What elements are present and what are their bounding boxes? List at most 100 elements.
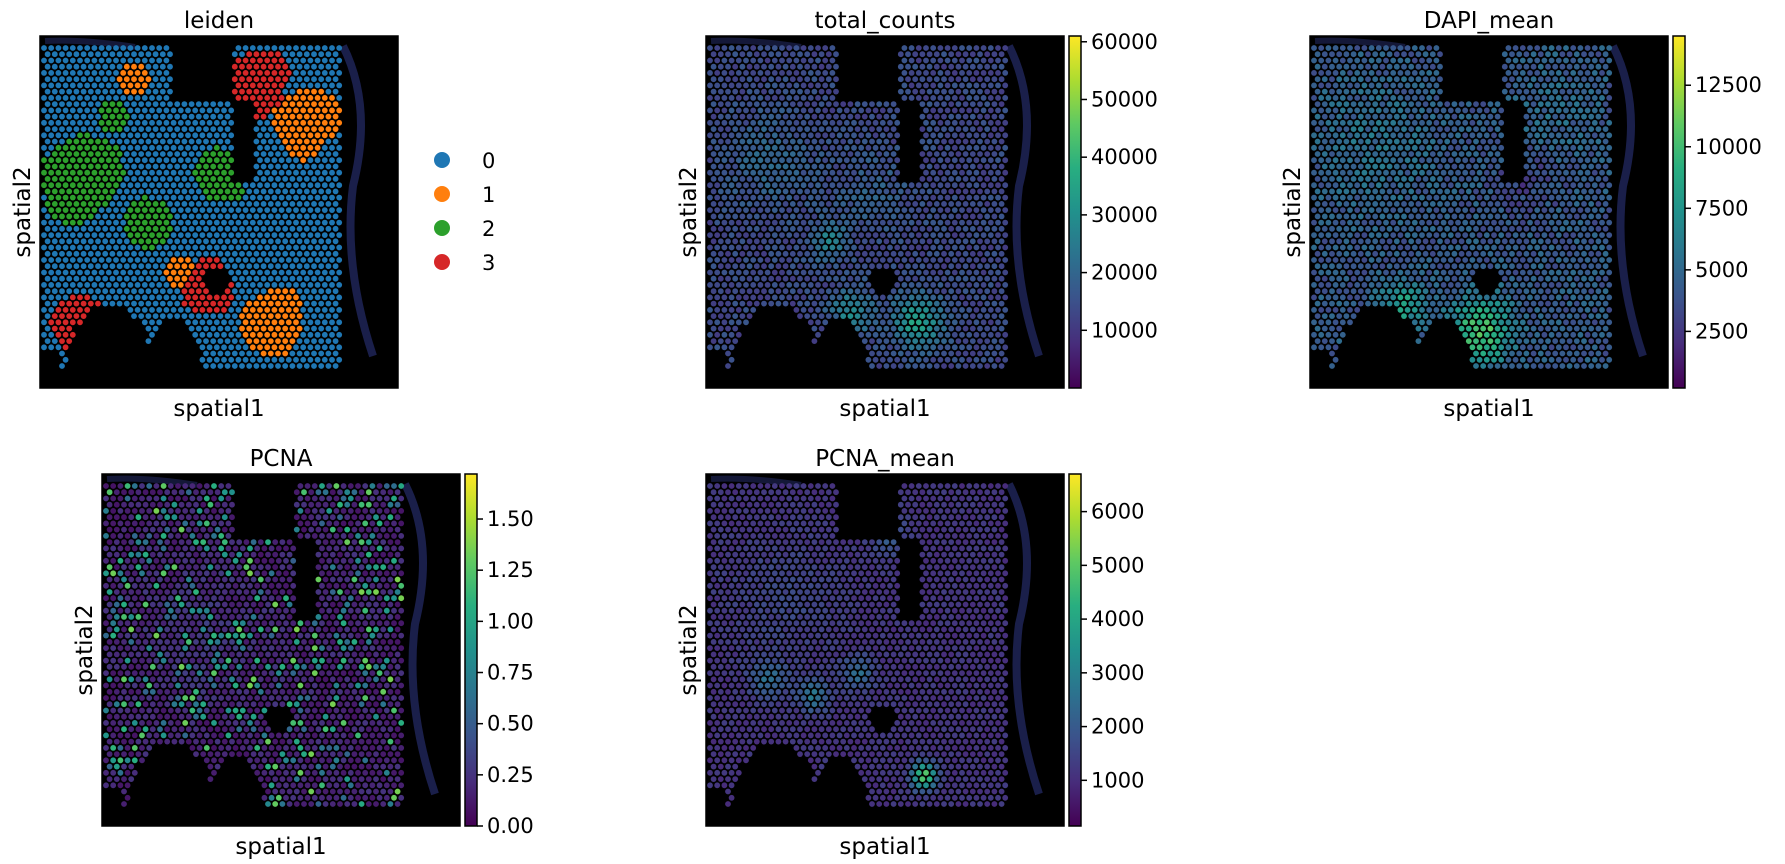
spot — [969, 126, 976, 132]
spot — [303, 250, 310, 257]
spot — [987, 282, 994, 288]
spot — [1379, 176, 1386, 182]
spot — [1559, 213, 1566, 220]
spot — [897, 76, 904, 83]
spot — [743, 95, 749, 101]
spot — [249, 356, 256, 363]
spot — [962, 176, 969, 182]
spot — [285, 182, 292, 189]
spot — [815, 169, 821, 176]
spot — [289, 238, 296, 245]
spot — [1599, 169, 1605, 176]
spot — [962, 325, 969, 332]
spot — [163, 70, 170, 76]
spot — [221, 107, 227, 114]
spot — [1480, 213, 1487, 220]
spot — [905, 76, 911, 83]
spot — [1559, 176, 1566, 182]
spot — [55, 144, 62, 151]
spot — [1357, 188, 1364, 195]
spot — [995, 294, 1001, 301]
spot — [753, 113, 760, 120]
spot — [991, 238, 998, 245]
spot — [1552, 163, 1559, 170]
spot — [890, 263, 897, 270]
panel-title: total_counts — [815, 8, 956, 34]
spot — [213, 319, 220, 326]
spot — [1329, 51, 1335, 58]
spot — [177, 257, 184, 263]
spot — [1375, 194, 1382, 201]
spot — [264, 95, 271, 101]
spot — [721, 194, 728, 201]
spot — [325, 63, 332, 70]
spot — [282, 138, 289, 145]
spot — [984, 113, 991, 120]
spot — [1386, 213, 1393, 220]
spot — [1437, 63, 1443, 70]
spot — [987, 95, 994, 101]
spot — [786, 194, 793, 201]
spot — [825, 76, 832, 83]
spot — [746, 76, 753, 83]
spot — [91, 169, 98, 176]
spot — [260, 138, 267, 145]
spot — [213, 182, 220, 189]
spot — [1483, 194, 1490, 201]
spot — [1314, 113, 1321, 120]
spot — [739, 138, 746, 145]
spot — [973, 95, 980, 101]
spot — [109, 126, 116, 132]
spot — [811, 288, 818, 295]
spot — [987, 70, 994, 76]
spot — [984, 350, 991, 357]
spot — [894, 244, 901, 251]
spot — [48, 232, 55, 239]
spot — [217, 163, 224, 170]
spot — [203, 188, 209, 195]
colorbar-tick-label: 10000 — [1091, 318, 1158, 342]
spot — [750, 70, 757, 76]
spot — [800, 144, 807, 151]
spot — [764, 232, 771, 239]
spot — [793, 132, 800, 139]
spot — [933, 225, 940, 232]
spot — [120, 282, 127, 288]
spot — [746, 151, 753, 157]
spot — [203, 163, 209, 170]
spot — [1555, 45, 1562, 51]
spot — [311, 350, 317, 357]
spot — [336, 70, 343, 76]
spot — [206, 232, 213, 239]
spot — [725, 101, 731, 107]
spot — [127, 169, 134, 176]
spot — [728, 282, 735, 288]
spot — [1512, 194, 1519, 201]
spot — [1512, 57, 1519, 64]
spot — [879, 182, 886, 189]
spot — [275, 363, 281, 369]
spot — [872, 294, 879, 301]
spot — [807, 45, 814, 51]
spot — [1329, 101, 1335, 107]
spot — [192, 232, 199, 239]
spot — [1365, 76, 1371, 83]
spot — [710, 213, 717, 220]
spot — [851, 294, 857, 301]
spot — [206, 107, 213, 114]
spot — [145, 238, 152, 245]
spot — [257, 344, 263, 351]
spot — [987, 294, 994, 301]
spot — [77, 45, 83, 51]
spot — [1494, 201, 1501, 207]
spot — [1343, 126, 1350, 132]
spot — [757, 57, 764, 64]
spot — [77, 95, 83, 101]
spot — [793, 45, 800, 51]
spot — [55, 244, 62, 251]
spot — [948, 88, 955, 95]
spot — [764, 157, 771, 164]
spot — [152, 88, 159, 95]
spot — [897, 350, 904, 357]
spot — [883, 325, 890, 332]
